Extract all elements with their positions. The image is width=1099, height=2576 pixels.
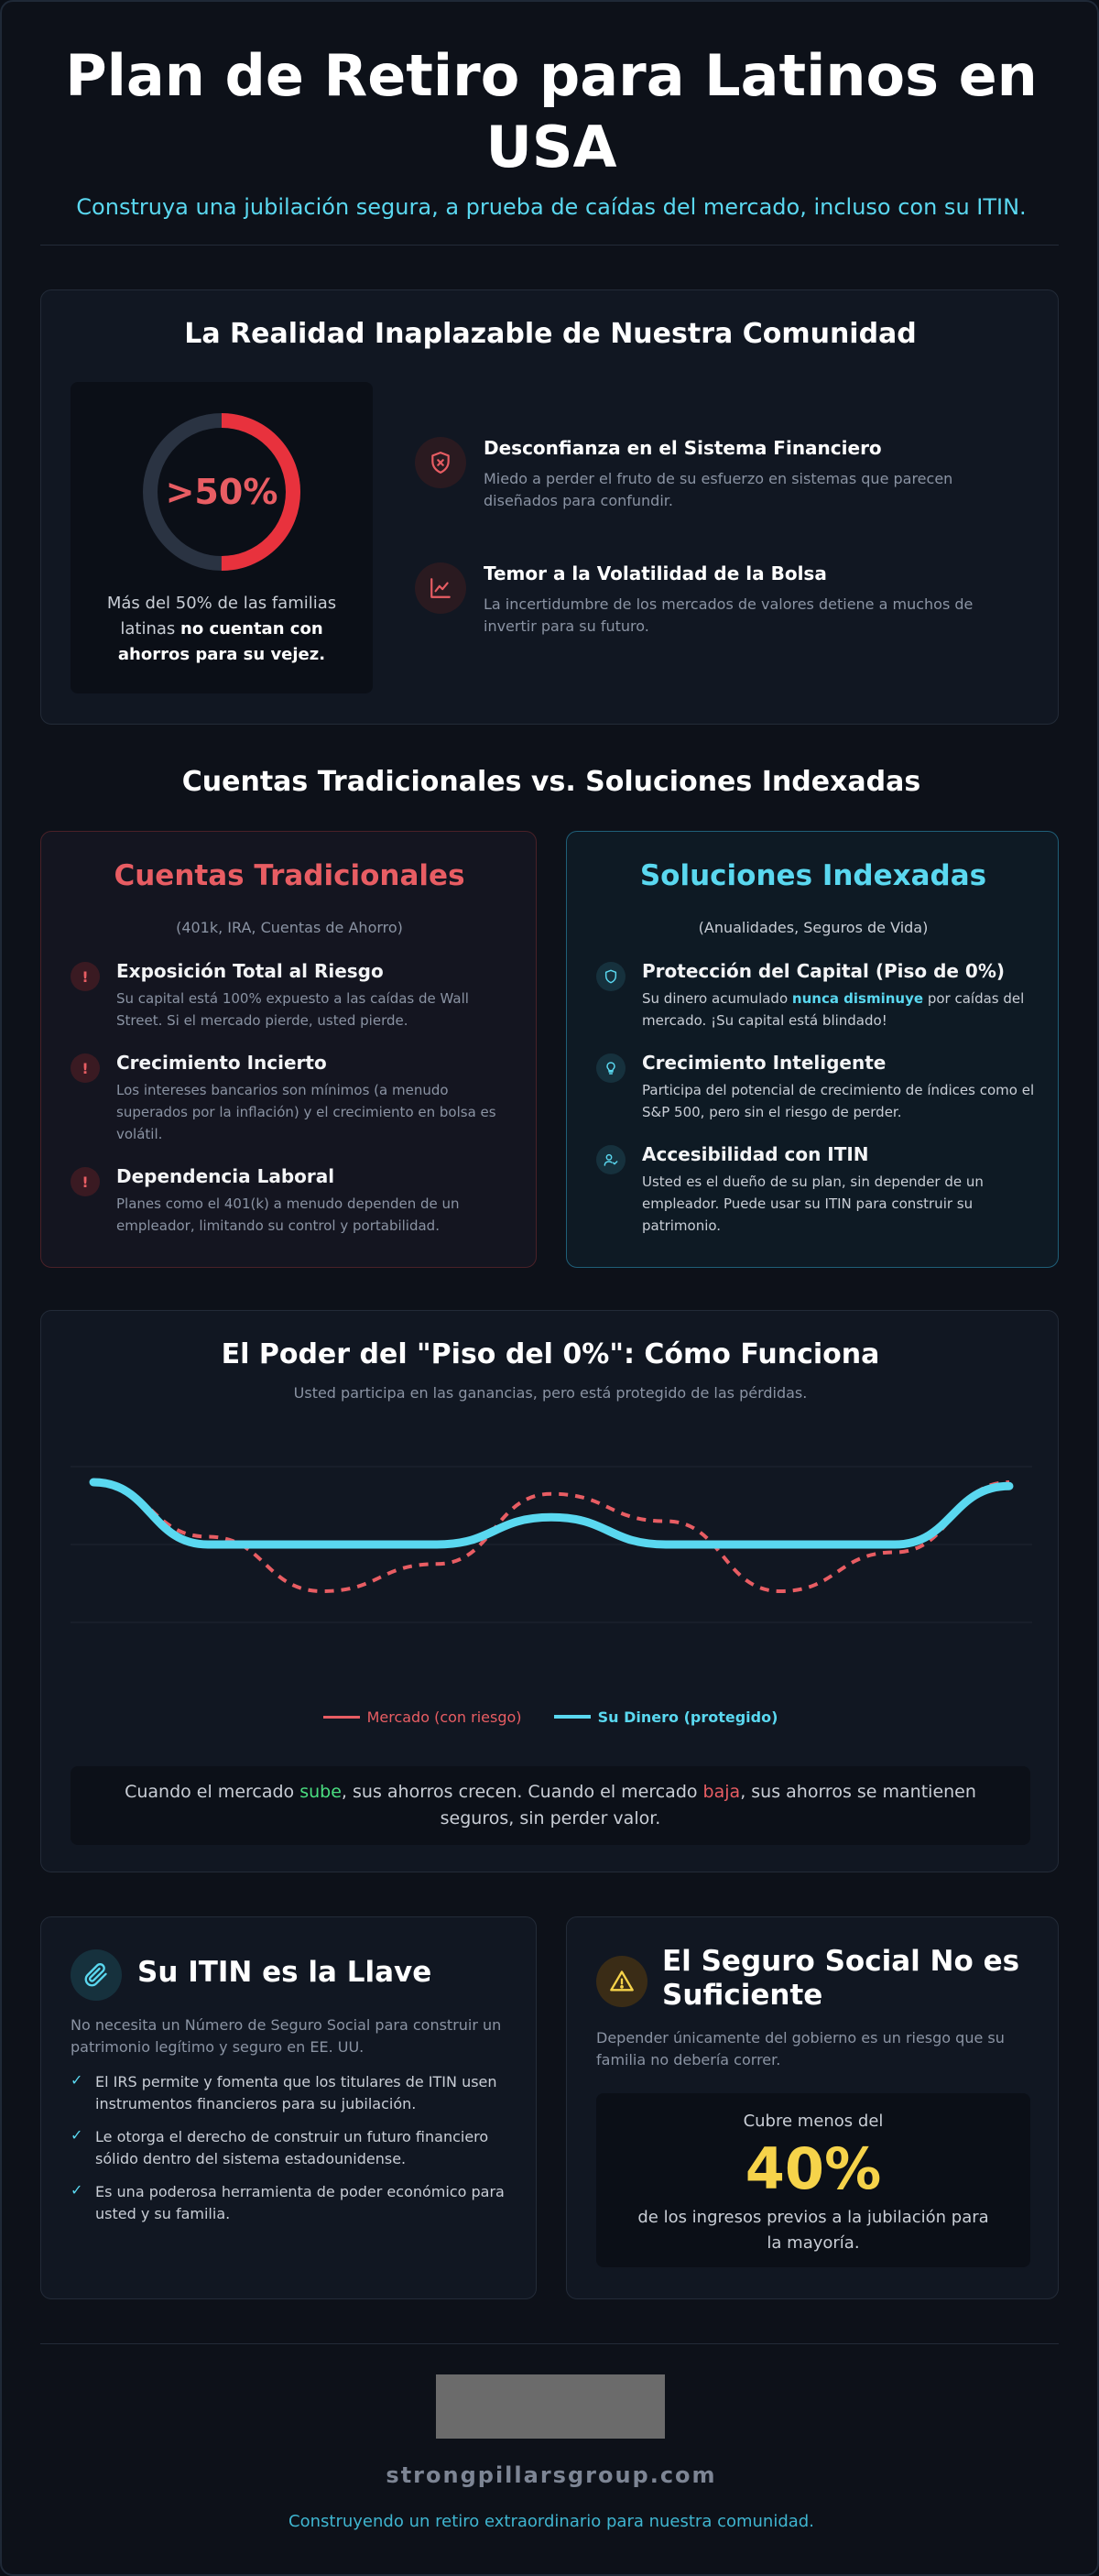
itin-check-text: Es una poderosa herramienta de poder eco… — [95, 2183, 505, 2222]
social-stat-value: 40% — [745, 2135, 882, 2202]
traditional-subtitle: (401k, IRA, Cuentas de Ahorro) — [176, 919, 403, 936]
shield-icon — [596, 962, 626, 991]
stat-text-lead: Más del 50% de las familias latinas — [106, 594, 337, 639]
itin-card: Su ITIN es la Llave No necesita un Númer… — [40, 1916, 537, 2299]
footer-divider — [40, 2343, 1059, 2344]
check-icon: ✓ — [71, 2071, 83, 2089]
comparison-title: Cuentas Tradicionales vs. Soluciones Ind… — [181, 766, 921, 798]
floor-subtitle: Usted participa en las ganancias, pero e… — [293, 1384, 808, 1402]
note-down: baja — [702, 1782, 741, 1802]
desc-part: por caídas del mercado. ¡Su capital está… — [642, 990, 1025, 1029]
indexed-item-desc: Usted es el dueño de su plan, sin depend… — [642, 1173, 984, 1234]
indexed-subtitle: (Anualidades, Seguros de Vida) — [698, 919, 929, 936]
legend-money-swatch — [553, 1715, 591, 1719]
social-title: El Seguro Social No es Suficiente — [662, 1945, 1020, 2012]
stat-value: >50% — [165, 472, 278, 512]
paperclip-icon — [71, 1949, 122, 2001]
traditional-item-desc: Los intereses bancarios son mínimos (a m… — [116, 1082, 496, 1142]
alert-icon: ! — [71, 1167, 100, 1196]
page-subtitle: Construya una jubilación segura, a prueb… — [76, 194, 1027, 220]
traditional-item-desc: Planes como el 401(k) a menudo dependen … — [116, 1195, 460, 1234]
logo-placeholder — [436, 2374, 665, 2439]
traditional-title: Cuentas Tradicionales — [114, 859, 465, 892]
legend-market-label: Mercado (con riesgo) — [366, 1708, 522, 1726]
floor-note: Cuando el mercado sube, sus ahorros crec… — [71, 1766, 1030, 1845]
traditional-item-title: Exposición Total al Riesgo — [116, 960, 384, 982]
stat-panel: >50% Más del 50% de las familias latinas… — [71, 382, 373, 693]
traditional-item-desc: Su capital está 100% expuesto a las caíd… — [116, 990, 469, 1029]
reality-item-desc: La incertidumbre de los mercados de valo… — [484, 595, 974, 635]
protected-series-line — [89, 1478, 1014, 1549]
reality-item-title: Desconfianza en el Sistema Financiero — [484, 437, 882, 459]
shield-x-icon — [415, 437, 466, 488]
indexed-item-title: Protección del Capital (Piso de 0%) — [642, 960, 1006, 982]
reality-card: La Realidad Inaplazable de Nuestra Comun… — [40, 289, 1059, 725]
page-title: Plan de Retiro para Latinos en USA — [65, 42, 1038, 180]
floor-card: El Poder del "Piso del 0%": Cómo Funcion… — [40, 1310, 1059, 1872]
reality-title: La Realidad Inaplazable de Nuestra Comun… — [184, 318, 917, 350]
check-icon: ✓ — [71, 2181, 83, 2199]
indexed-item-desc: Su dinero acumulado nunca disminuye por … — [642, 988, 1036, 1031]
warning-icon — [596, 1956, 647, 2007]
alert-icon: ! — [71, 1053, 100, 1083]
desc-highlight: nunca disminuye — [791, 990, 924, 1007]
indexed-title: Soluciones Indexadas — [639, 859, 987, 892]
reality-item-distrust: Desconfianza en el Sistema Financiero Mi… — [415, 437, 1001, 519]
reality-item-desc: Miedo a perder el fruto de su esfuerzo e… — [484, 470, 953, 509]
note-part: , sus ahorros crecen. Cuando el mercado — [341, 1782, 703, 1802]
social-stat-box: Cubre menos del 40% de los ingresos prev… — [596, 2093, 1030, 2267]
legend-market: Mercado (con riesgo) — [322, 1708, 522, 1726]
itin-intro: No necesita un Número de Seguro Social p… — [71, 2016, 502, 2056]
user-check-icon — [596, 1145, 626, 1174]
note-part: Cuando el mercado — [125, 1782, 300, 1802]
traditional-item-title: Crecimiento Incierto — [116, 1052, 327, 1074]
social-intro: Depender únicamente del gobierno es un r… — [596, 2029, 1005, 2068]
stat-description: Más del 50% de las familias latinas no c… — [98, 591, 345, 668]
stat-text-bold: no cuentan con ahorros para su vejez. — [117, 619, 326, 664]
footer-tagline: Construyendo un retiro extraordinario pa… — [288, 2512, 814, 2531]
donut-value-arc — [143, 413, 300, 571]
traditional-item-title: Dependencia Laboral — [116, 1165, 335, 1187]
chart-legend: Mercado (con riesgo) Su Dinero (protegid… — [41, 1705, 1060, 1726]
floor-chart — [71, 1466, 1032, 1623]
itin-check-text: El IRS permite y fomenta que los titular… — [95, 2073, 497, 2112]
chart-line-icon — [415, 562, 466, 614]
desc-part: Su dinero acumulado — [642, 990, 792, 1007]
itin-title: Su ITIN es la Llave — [137, 1956, 432, 1989]
social-security-card: El Seguro Social No es Suficiente Depend… — [566, 1916, 1059, 2299]
header-divider — [40, 245, 1059, 246]
stat-donut — [143, 413, 300, 571]
market-series-line — [92, 1480, 1010, 1594]
check-icon: ✓ — [71, 2126, 83, 2144]
lightbulb-icon — [596, 1053, 626, 1083]
note-up: sube — [299, 1782, 342, 1802]
alert-icon: ! — [71, 962, 100, 991]
reality-item-title: Temor a la Volatilidad de la Bolsa — [484, 562, 827, 584]
floor-title: El Poder del "Piso del 0%": Cómo Funcion… — [221, 1338, 880, 1370]
note-part: , sus ahorros se mantienen seguros, sin … — [440, 1782, 976, 1828]
indexed-item-title: Accesibilidad con ITIN — [642, 1143, 869, 1165]
footer-domain: strongpillarsgroup.com — [386, 2462, 717, 2488]
reality-item-volatility: Temor a la Volatilidad de la Bolsa La in… — [415, 562, 1001, 645]
legend-money: Su Dinero (protegido) — [553, 1708, 778, 1726]
indexed-card: Soluciones Indexadas (Anualidades, Segur… — [566, 831, 1059, 1268]
legend-market-swatch — [322, 1716, 360, 1719]
indexed-item-title: Crecimiento Inteligente — [642, 1052, 887, 1074]
itin-check-text: Le otorga el derecho de construir un fut… — [95, 2128, 489, 2167]
social-stat-top: Cubre menos del — [743, 2112, 884, 2131]
traditional-card: Cuentas Tradicionales (401k, IRA, Cuenta… — [40, 831, 537, 1268]
social-stat-bottom: de los ingresos previos a la jubilación … — [637, 2208, 989, 2253]
indexed-item-desc: Participa del potencial de crecimiento d… — [642, 1082, 1035, 1120]
legend-money-label: Su Dinero (protegido) — [597, 1708, 778, 1726]
